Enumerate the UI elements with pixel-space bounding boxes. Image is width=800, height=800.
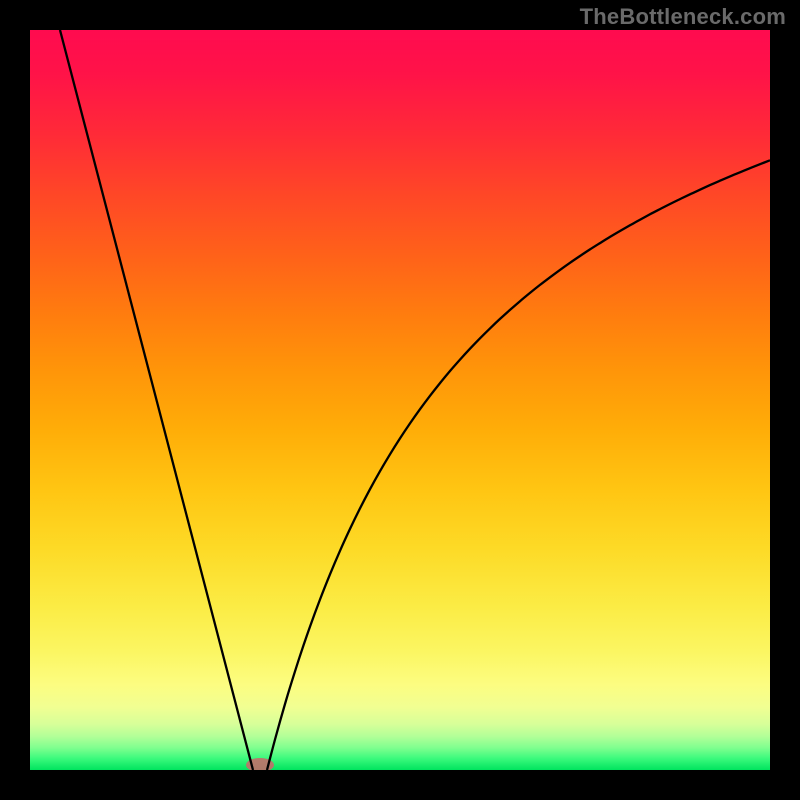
chart-background xyxy=(30,30,770,770)
chart-svg xyxy=(30,30,770,770)
plot-area xyxy=(30,30,770,770)
watermark-text: TheBottleneck.com xyxy=(580,4,786,30)
